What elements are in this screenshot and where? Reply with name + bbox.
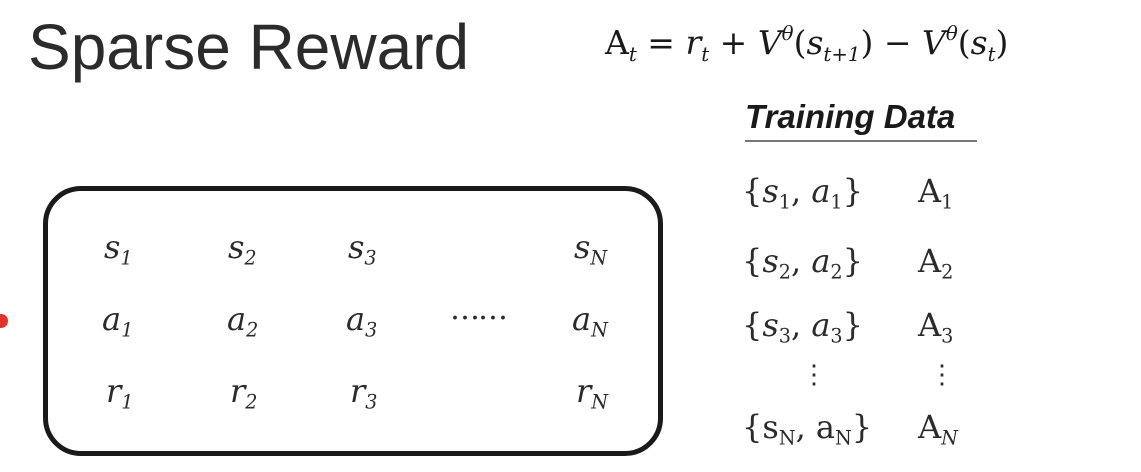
training-advantage: AN — [918, 408, 958, 450]
advantage-equation: At = rt + Vθ(st+1) − Vθ(st) — [605, 22, 1009, 66]
action-cell: a2 — [227, 300, 259, 342]
trajectory-box — [43, 186, 663, 456]
training-data-header: Training Data — [745, 98, 956, 135]
training-pair: {sN, aN} — [742, 408, 873, 450]
eq-v2: V — [922, 22, 946, 62]
eq-lhs-sub: t — [628, 42, 637, 66]
eq-theta1: θ — [781, 22, 794, 45]
training-pair: {s3, a3} — [742, 306, 863, 348]
reward-cell: rN — [576, 372, 609, 414]
trajectory-ellipsis: …… — [450, 292, 508, 327]
state-cell: s1 — [104, 228, 133, 270]
pair-vertical-dots: ⋮ — [801, 360, 827, 390]
action-cell: a3 — [346, 300, 378, 342]
training-pair: {s1, a1} — [742, 172, 863, 214]
training-pair: {s2, a2} — [742, 242, 863, 284]
eq-lhs: A — [605, 22, 629, 62]
eq-s2-sub: t — [987, 42, 996, 66]
advantage-vertical-dots: ⋮ — [929, 360, 955, 390]
action-cell: a1 — [102, 300, 134, 342]
state-cell: sN — [574, 228, 608, 270]
reward-cell: r3 — [350, 372, 378, 414]
eq-v1: V — [757, 22, 782, 62]
eq-r-sub: t — [701, 42, 710, 66]
slide-title: Sparse Reward — [28, 11, 470, 83]
eq-s2: s — [970, 22, 988, 62]
eq-s1-sub: t+1 — [823, 42, 861, 66]
action-cell: aN — [572, 300, 608, 342]
training-advantage: A2 — [918, 242, 954, 284]
state-cell: s3 — [348, 228, 377, 270]
reward-cell: r1 — [106, 372, 134, 414]
training-advantage: A3 — [918, 306, 954, 348]
reward-cell: r2 — [230, 372, 258, 414]
eq-theta2: θ — [945, 22, 958, 45]
laser-pointer-dot — [0, 314, 8, 328]
training-advantage: A1 — [918, 172, 954, 214]
eq-s1: s — [806, 22, 824, 62]
state-cell: s2 — [228, 228, 257, 270]
training-data-underline — [745, 140, 977, 142]
eq-r: r — [685, 22, 702, 62]
